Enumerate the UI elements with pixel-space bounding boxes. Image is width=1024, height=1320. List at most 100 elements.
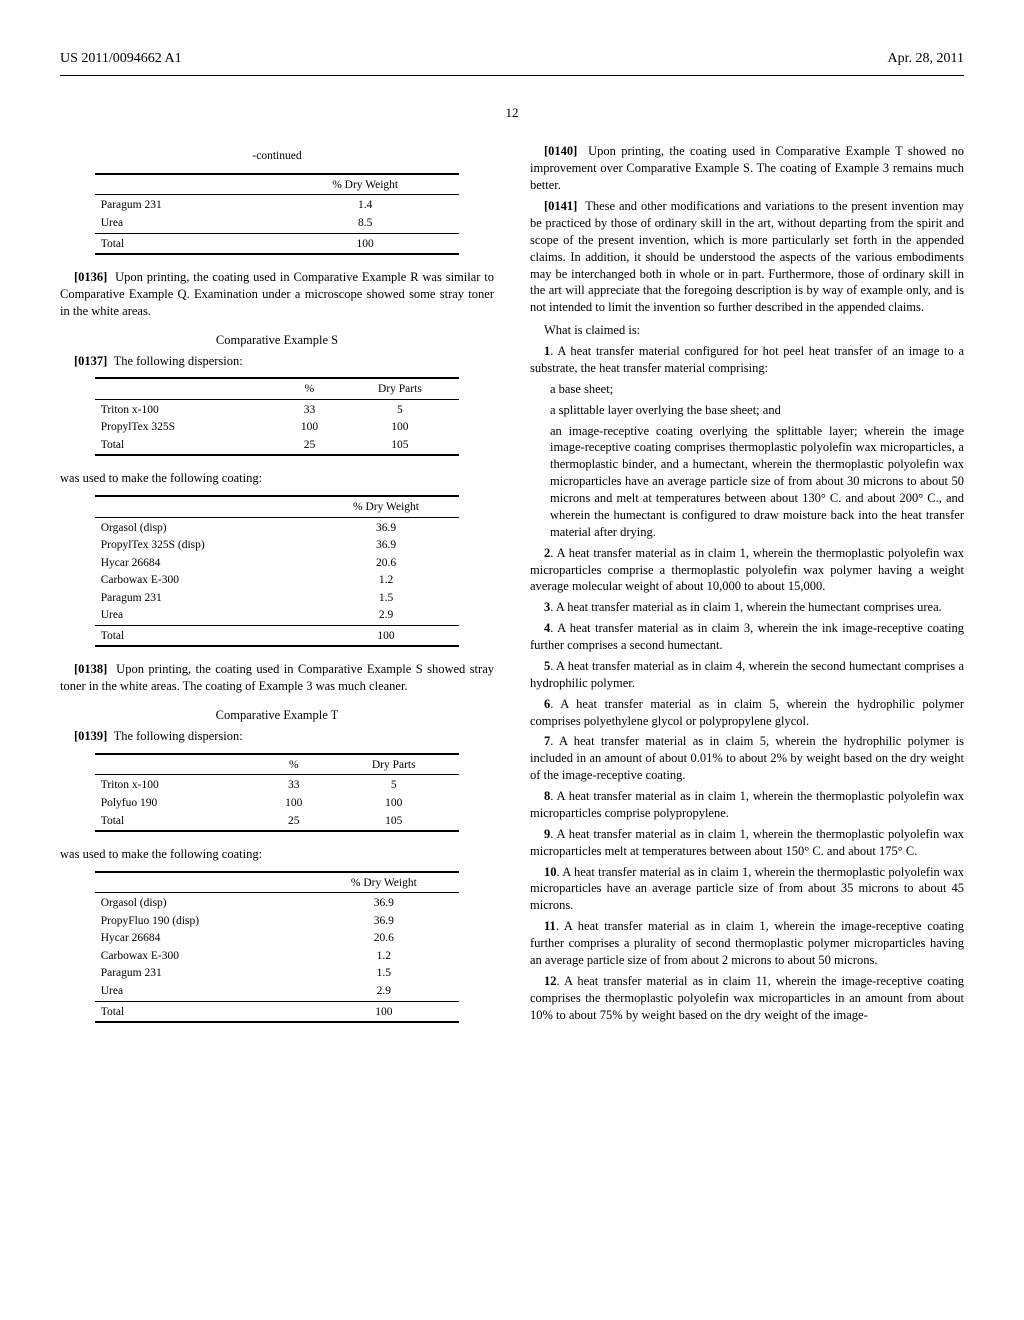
table-cell: 2.9	[308, 983, 459, 1001]
para-text: Upon printing, the coating used in Compa…	[60, 270, 494, 318]
table-cell: PropyFluo 190 (disp)	[95, 913, 309, 931]
claim-6: 6. A heat transfer material as in claim …	[530, 696, 964, 730]
table-cell: 100	[341, 419, 460, 437]
table-cell: Orgasol (disp)	[95, 520, 313, 538]
table1-header: % Dry Weight	[271, 177, 459, 195]
table-cell: 2.9	[313, 607, 460, 625]
table5-total-label: Total	[95, 1004, 309, 1023]
table-cell: 25	[278, 437, 340, 456]
table5-total-value: 100	[308, 1004, 459, 1023]
claim-2: 2. A heat transfer material as in claim …	[530, 545, 964, 596]
para-0137: [0137] The following dispersion:	[60, 353, 494, 370]
claim-1-c: an image-receptive coating overlying the…	[550, 423, 964, 541]
table-cell: Paragum 231	[95, 965, 309, 983]
table-cell: 25	[259, 813, 328, 832]
table-cell: Hycar 26684	[95, 930, 309, 948]
claim-1-b: a splittable layer overlying the base sh…	[550, 402, 964, 419]
table-cell: 1.4	[271, 197, 459, 215]
table3-total-value: 100	[313, 628, 460, 647]
section-title-s: Comparative Example S	[60, 332, 494, 349]
table-cell: 5	[328, 777, 459, 795]
table5-header: % Dry Weight	[308, 875, 459, 893]
table2: %Dry Parts Triton x-100335 PropylTex 325…	[95, 377, 460, 458]
s-caption1: was used to make the following coating:	[60, 470, 494, 487]
table-cell: 100	[328, 795, 459, 813]
claims-lead: What is claimed is:	[530, 322, 964, 339]
para-text: These and other modifications and variat…	[530, 199, 964, 314]
claim-5: 5. A heat transfer material as in claim …	[530, 658, 964, 692]
table-cell: Paragum 231	[95, 590, 313, 608]
para-text: The following dispersion:	[114, 729, 243, 743]
page-number: 12	[60, 104, 964, 122]
table1-total-label: Total	[95, 236, 271, 255]
table3: % Dry Weight Orgasol (disp)36.9 PropylTe…	[95, 495, 460, 649]
claim-8: 8. A heat transfer material as in claim …	[530, 788, 964, 822]
table-cell: 5	[341, 402, 460, 420]
para-num: [0138]	[74, 662, 107, 676]
claim-1-a: a base sheet;	[550, 381, 964, 398]
table5: % Dry Weight Orgasol (disp)36.9 PropyFlu…	[95, 871, 460, 1025]
table-cell: 8.5	[271, 215, 459, 233]
pub-date: Apr. 28, 2011	[888, 50, 964, 69]
claim-4: 4. A heat transfer material as in claim …	[530, 620, 964, 654]
table-cell: Total	[95, 813, 260, 832]
table-cell: Orgasol (disp)	[95, 895, 309, 913]
table2-h1: %	[278, 381, 340, 399]
table-cell: 33	[259, 777, 328, 795]
table-cell: 1.5	[308, 965, 459, 983]
table-cell: Total	[95, 437, 279, 456]
table-cell: Paragum 231	[95, 197, 271, 215]
table-cell: Urea	[95, 215, 271, 233]
para-0136: [0136] Upon printing, the coating used i…	[60, 269, 494, 320]
table-cell: 105	[341, 437, 460, 456]
table-cell: 100	[259, 795, 328, 813]
t-caption1: was used to make the following coating:	[60, 846, 494, 863]
table1-title: -continued	[60, 149, 494, 165]
table-cell: Urea	[95, 983, 309, 1001]
para-num: [0137]	[74, 354, 107, 368]
table-cell: Polyfuo 190	[95, 795, 260, 813]
table4-h2: Dry Parts	[328, 757, 459, 775]
table3-header: % Dry Weight	[313, 499, 460, 517]
table4-h1: %	[259, 757, 328, 775]
header-rule	[60, 75, 964, 76]
table-cell: Carbowax E-300	[95, 948, 309, 966]
claim-3: 3. A heat transfer material as in claim …	[530, 599, 964, 616]
table-cell: 1.2	[308, 948, 459, 966]
table3-total-label: Total	[95, 628, 313, 647]
section-title-t: Comparative Example T	[60, 707, 494, 724]
right-column: [0140] Upon printing, the coating used i…	[530, 143, 964, 1037]
page-header: US 2011/0094662 A1 Apr. 28, 2011	[60, 50, 964, 69]
para-num: [0141]	[544, 199, 577, 213]
table-cell: 36.9	[308, 895, 459, 913]
table-cell: 36.9	[313, 537, 460, 555]
table-cell: PropylTex 325S	[95, 419, 279, 437]
para-0141: [0141] These and other modifications and…	[530, 198, 964, 316]
table1: % Dry Weight Paragum 2311.4 Urea8.5 Tota…	[95, 173, 460, 257]
table-cell: 1.2	[313, 572, 460, 590]
table-cell: Triton x-100	[95, 777, 260, 795]
table-cell: 20.6	[308, 930, 459, 948]
table-cell: Triton x-100	[95, 402, 279, 420]
para-text: The following dispersion:	[114, 354, 243, 368]
left-column: -continued % Dry Weight Paragum 2311.4 U…	[60, 143, 494, 1037]
para-num: [0136]	[74, 270, 107, 284]
para-0138: [0138] Upon printing, the coating used i…	[60, 661, 494, 695]
table-cell: 100	[278, 419, 340, 437]
claim-12: 12. A heat transfer material as in claim…	[530, 973, 964, 1024]
table-cell: 105	[328, 813, 459, 832]
table2-h2: Dry Parts	[341, 381, 460, 399]
table4: %Dry Parts Triton x-100335 Polyfuo 19010…	[95, 753, 460, 834]
table-cell: Hycar 26684	[95, 555, 313, 573]
table-cell: 1.5	[313, 590, 460, 608]
table-cell: 20.6	[313, 555, 460, 573]
para-0139: [0139] The following dispersion:	[60, 728, 494, 745]
table-cell: 36.9	[313, 520, 460, 538]
table-cell: Carbowax E-300	[95, 572, 313, 590]
table1-total-value: 100	[271, 236, 459, 255]
table-cell: Urea	[95, 607, 313, 625]
claim-9: 9. A heat transfer material as in claim …	[530, 826, 964, 860]
para-0140: [0140] Upon printing, the coating used i…	[530, 143, 964, 194]
para-num: [0139]	[74, 729, 107, 743]
table-cell: 36.9	[308, 913, 459, 931]
